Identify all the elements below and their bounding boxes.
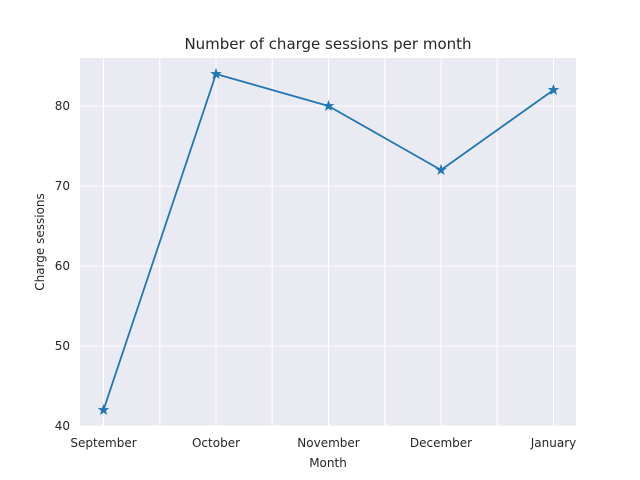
- data-point-2: [322, 99, 335, 111]
- y-tick-label-4: 80: [55, 99, 70, 113]
- x-ticks: September October November December January: [70, 436, 576, 450]
- y-tick-label-2: 60: [55, 259, 70, 273]
- data-point-4: [547, 83, 560, 95]
- y-tick-label-3: 70: [55, 179, 70, 193]
- x-tick-label-3: December: [410, 436, 472, 450]
- markers: [97, 67, 560, 415]
- x-tick-label-2: November: [297, 436, 359, 450]
- y-ticks: 40 50 60 70 80: [55, 99, 70, 433]
- data-point-1: [210, 67, 222, 79]
- x-axis-label: Month: [309, 456, 347, 470]
- y-tick-label-0: 40: [55, 419, 70, 433]
- x-tick-label-1: October: [192, 436, 240, 450]
- y-tick-label-1: 50: [55, 339, 70, 353]
- x-tick-label-4: January: [530, 436, 577, 450]
- chart-title: Number of charge sessions per month: [184, 35, 471, 53]
- data-point-0: [97, 403, 110, 415]
- x-tick-label-0: September: [70, 436, 136, 450]
- y-axis-label: Charge sessions: [33, 193, 47, 291]
- data-point-3: [435, 163, 447, 175]
- grid: [80, 58, 576, 427]
